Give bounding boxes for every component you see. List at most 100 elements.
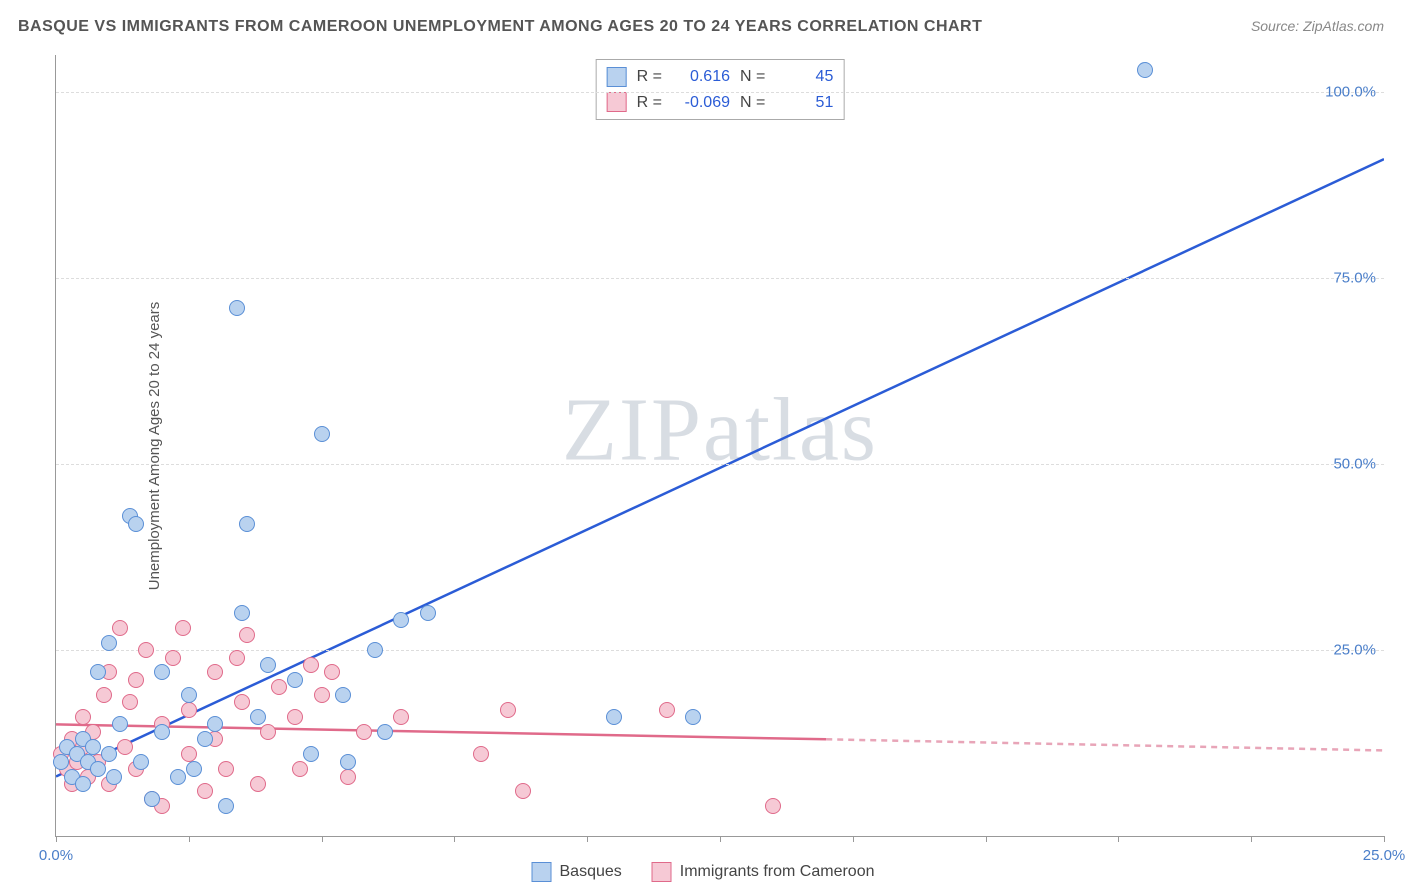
y-tick-label: 50.0% [1333, 456, 1376, 473]
data-point [75, 776, 91, 792]
data-point [239, 627, 255, 643]
x-tick [1251, 836, 1252, 842]
data-point [271, 679, 287, 695]
plot-area: ZIPatlas R = 0.616 N = 45 R = -0.069 N =… [55, 55, 1384, 837]
data-point [685, 709, 701, 725]
gridline [56, 278, 1384, 279]
r-label: R = [637, 64, 662, 90]
data-point [112, 716, 128, 732]
legend-item-cameroon: Immigrants from Cameroon [652, 862, 875, 882]
data-point [154, 724, 170, 740]
source-label: Source: ZipAtlas.com [1251, 18, 1384, 34]
n-label: N = [740, 90, 765, 116]
gridline [56, 650, 1384, 651]
data-point [260, 724, 276, 740]
data-point [340, 754, 356, 770]
data-point [659, 702, 675, 718]
data-point [260, 657, 276, 673]
x-tick [1118, 836, 1119, 842]
data-point [420, 605, 436, 621]
x-tick [853, 836, 854, 842]
data-point [90, 761, 106, 777]
data-point [500, 702, 516, 718]
n-value-cameroon: 51 [775, 90, 833, 116]
legend-item-basques: Basques [532, 862, 622, 882]
swatch-cameroon [607, 92, 627, 112]
data-point [250, 776, 266, 792]
data-point [229, 300, 245, 316]
swatch-cameroon-icon [652, 862, 672, 882]
data-point [106, 769, 122, 785]
x-tick [189, 836, 190, 842]
x-tick [587, 836, 588, 842]
bottom-legend: Basques Immigrants from Cameroon [532, 862, 875, 882]
data-point [314, 426, 330, 442]
n-value-basques: 45 [775, 64, 833, 90]
data-point [250, 709, 266, 725]
data-point [133, 754, 149, 770]
data-point [393, 709, 409, 725]
data-point [197, 783, 213, 799]
stats-row-cameroon: R = -0.069 N = 51 [607, 90, 834, 116]
x-tick [454, 836, 455, 842]
x-tick [720, 836, 721, 842]
data-point [128, 516, 144, 532]
data-point [181, 746, 197, 762]
gridline [56, 464, 1384, 465]
data-point [515, 783, 531, 799]
data-point [154, 664, 170, 680]
data-point [181, 702, 197, 718]
x-tick [1384, 836, 1385, 842]
data-point [292, 761, 308, 777]
data-point [324, 664, 340, 680]
data-point [303, 746, 319, 762]
data-point [367, 642, 383, 658]
r-label: R = [637, 90, 662, 116]
watermark: ZIPatlas [562, 378, 878, 481]
data-point [53, 754, 69, 770]
data-point [606, 709, 622, 725]
data-point [1137, 62, 1153, 78]
y-tick-label: 25.0% [1333, 642, 1376, 659]
legend-label-cameroon: Immigrants from Cameroon [680, 863, 875, 881]
data-point [393, 612, 409, 628]
r-value-basques: 0.616 [672, 64, 730, 90]
stats-legend: R = 0.616 N = 45 R = -0.069 N = 51 [596, 59, 845, 120]
n-label: N = [740, 64, 765, 90]
data-point [122, 694, 138, 710]
data-point [234, 605, 250, 621]
data-point [197, 731, 213, 747]
data-point [303, 657, 319, 673]
data-point [314, 687, 330, 703]
data-point [229, 650, 245, 666]
data-point [101, 746, 117, 762]
x-tick-label: 25.0% [1363, 847, 1406, 864]
x-tick [56, 836, 57, 842]
data-point [144, 791, 160, 807]
data-point [128, 672, 144, 688]
data-point [207, 716, 223, 732]
data-point [207, 664, 223, 680]
x-tick [986, 836, 987, 842]
x-tick [322, 836, 323, 842]
data-point [218, 761, 234, 777]
data-point [335, 687, 351, 703]
data-point [85, 739, 101, 755]
x-tick-label: 0.0% [39, 847, 73, 864]
data-point [101, 635, 117, 651]
data-point [90, 664, 106, 680]
data-point [117, 739, 133, 755]
data-point [218, 798, 234, 814]
data-point [170, 769, 186, 785]
legend-label-basques: Basques [560, 863, 622, 881]
data-point [75, 709, 91, 725]
data-point [287, 709, 303, 725]
data-point [175, 620, 191, 636]
data-point [473, 746, 489, 762]
data-point [377, 724, 393, 740]
data-point [112, 620, 128, 636]
data-point [239, 516, 255, 532]
data-point [234, 694, 250, 710]
data-point [287, 672, 303, 688]
data-point [138, 642, 154, 658]
